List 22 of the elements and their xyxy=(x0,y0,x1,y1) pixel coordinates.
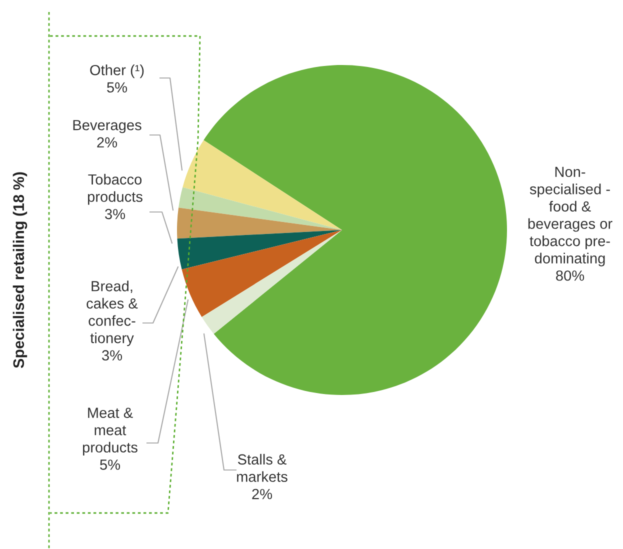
pie-slice xyxy=(178,187,342,230)
slice-label: Non- specialised - food & beverages or tobacco pre- dominating xyxy=(528,166,612,266)
data-label: 5% xyxy=(107,82,128,93)
slice-label: Meat & meat products xyxy=(82,408,138,456)
pie-slice xyxy=(204,65,507,395)
data-label: 2% xyxy=(252,488,272,500)
slice-label: Stalls & markets xyxy=(237,454,288,482)
pie-slice xyxy=(202,230,342,334)
slice-label: Other (¹) xyxy=(90,64,144,78)
slice-label: Beverages xyxy=(73,120,142,134)
pie-slice xyxy=(182,230,342,317)
data-label: 5% xyxy=(100,460,120,470)
slice-label: Tobacco products xyxy=(88,174,142,205)
text: Specialised retailing (18 %) xyxy=(12,172,28,368)
data-label: 3% xyxy=(102,350,122,360)
pie-slice xyxy=(177,208,342,239)
pie-slice xyxy=(177,230,342,270)
slice-label: Bread, cakes & confec- tionery xyxy=(86,280,138,346)
data-label: 3% xyxy=(105,208,126,220)
pie-slice xyxy=(182,140,342,230)
data-label: 2% xyxy=(97,137,118,148)
data-label: 80% xyxy=(556,270,584,281)
